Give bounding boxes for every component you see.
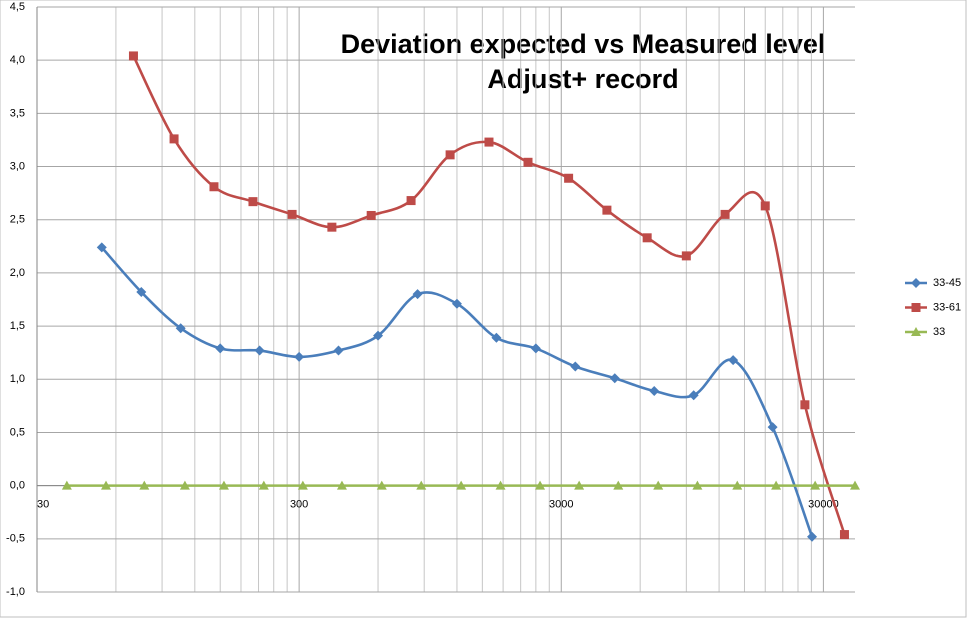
y-tick-label: -1,0 xyxy=(6,586,25,598)
point-marker xyxy=(327,222,337,232)
point-marker xyxy=(139,480,150,490)
y-tick-label: 2,5 xyxy=(10,214,25,226)
x-tick-label: 3000 xyxy=(549,499,573,511)
point-marker xyxy=(215,343,226,354)
point-marker xyxy=(564,173,574,183)
point-marker xyxy=(609,373,620,384)
legend-label: 33-45 xyxy=(933,277,961,289)
chart-title: Adjust+ record xyxy=(487,64,678,94)
point-marker xyxy=(767,422,778,433)
point-marker xyxy=(169,134,179,144)
point-marker xyxy=(807,531,818,542)
point-marker xyxy=(839,530,849,540)
point-marker xyxy=(451,298,462,309)
point-marker xyxy=(248,197,258,207)
point-marker xyxy=(602,205,612,215)
point-marker xyxy=(495,480,506,490)
point-marker xyxy=(530,343,541,354)
point-marker xyxy=(445,150,455,160)
point-marker xyxy=(366,210,376,220)
point-marker xyxy=(297,480,308,490)
legend-label: 33-61 xyxy=(933,301,961,313)
point-marker xyxy=(810,480,821,490)
chart-title: Deviation expected vs Measured level xyxy=(341,29,826,59)
point-marker xyxy=(911,303,921,312)
point-marker xyxy=(720,209,730,219)
point-marker xyxy=(218,480,229,490)
point-marker xyxy=(484,137,494,147)
point-marker xyxy=(850,480,860,490)
y-tick-label: 0,5 xyxy=(10,426,25,438)
y-tick-label: 4,5 xyxy=(10,1,25,13)
point-marker xyxy=(376,480,387,490)
y-tick-label: 3,0 xyxy=(10,160,25,172)
point-marker xyxy=(175,323,186,334)
point-marker xyxy=(570,361,581,372)
point-marker xyxy=(333,345,344,356)
y-tick-label: 1,5 xyxy=(10,320,25,332)
point-marker xyxy=(911,327,921,336)
point-marker xyxy=(491,332,502,343)
point-marker xyxy=(61,480,72,490)
point-marker xyxy=(179,480,190,490)
x-tick-label: 30 xyxy=(37,499,49,511)
point-marker xyxy=(653,480,664,490)
point-marker xyxy=(96,242,107,253)
point-marker xyxy=(688,390,699,401)
point-marker xyxy=(412,289,423,300)
legend-label: 33 xyxy=(933,326,945,338)
point-marker xyxy=(771,480,782,490)
point-marker xyxy=(373,330,384,341)
point-marker xyxy=(613,480,624,490)
point-marker xyxy=(692,480,703,490)
point-marker xyxy=(574,480,585,490)
point-marker xyxy=(456,480,467,490)
point-marker xyxy=(728,355,739,366)
point-marker xyxy=(649,385,660,396)
y-tick-label: 1,0 xyxy=(10,373,25,385)
y-tick-label: 2,0 xyxy=(10,267,25,279)
y-tick-label: 4,0 xyxy=(10,54,25,66)
point-marker xyxy=(336,480,347,490)
point-marker xyxy=(258,480,269,490)
point-marker xyxy=(294,351,305,362)
point-marker xyxy=(800,400,810,410)
point-marker xyxy=(128,51,138,61)
point-marker xyxy=(287,209,297,219)
point-marker xyxy=(416,480,427,490)
y-tick-label: 3,5 xyxy=(10,107,25,119)
x-tick-label: 300 xyxy=(290,499,308,511)
point-marker xyxy=(911,278,921,288)
point-marker xyxy=(254,345,265,356)
point-marker xyxy=(760,201,770,211)
y-tick-label: -0,5 xyxy=(6,533,25,545)
point-marker xyxy=(101,480,112,490)
point-marker xyxy=(535,480,546,490)
point-marker xyxy=(523,157,533,167)
point-marker xyxy=(136,287,147,298)
point-marker xyxy=(732,480,743,490)
point-marker xyxy=(681,251,691,261)
point-marker xyxy=(642,233,652,243)
x-tick-label: 30000 xyxy=(808,499,839,511)
point-marker xyxy=(406,196,416,206)
point-marker xyxy=(209,182,219,192)
y-tick-label: 0,0 xyxy=(10,480,25,492)
